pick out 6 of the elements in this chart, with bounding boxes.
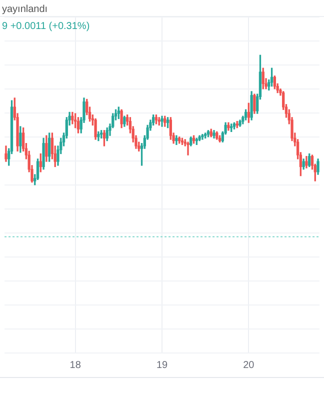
text: 9 +0.0011 (+0.31%) xyxy=(2,21,90,32)
x-tick-label: 20 xyxy=(243,360,255,371)
text: yayınlandı xyxy=(2,4,48,15)
candlestick xyxy=(186,142,190,156)
x-tick-label: 19 xyxy=(156,360,168,371)
x-tick-label: 18 xyxy=(70,360,82,371)
